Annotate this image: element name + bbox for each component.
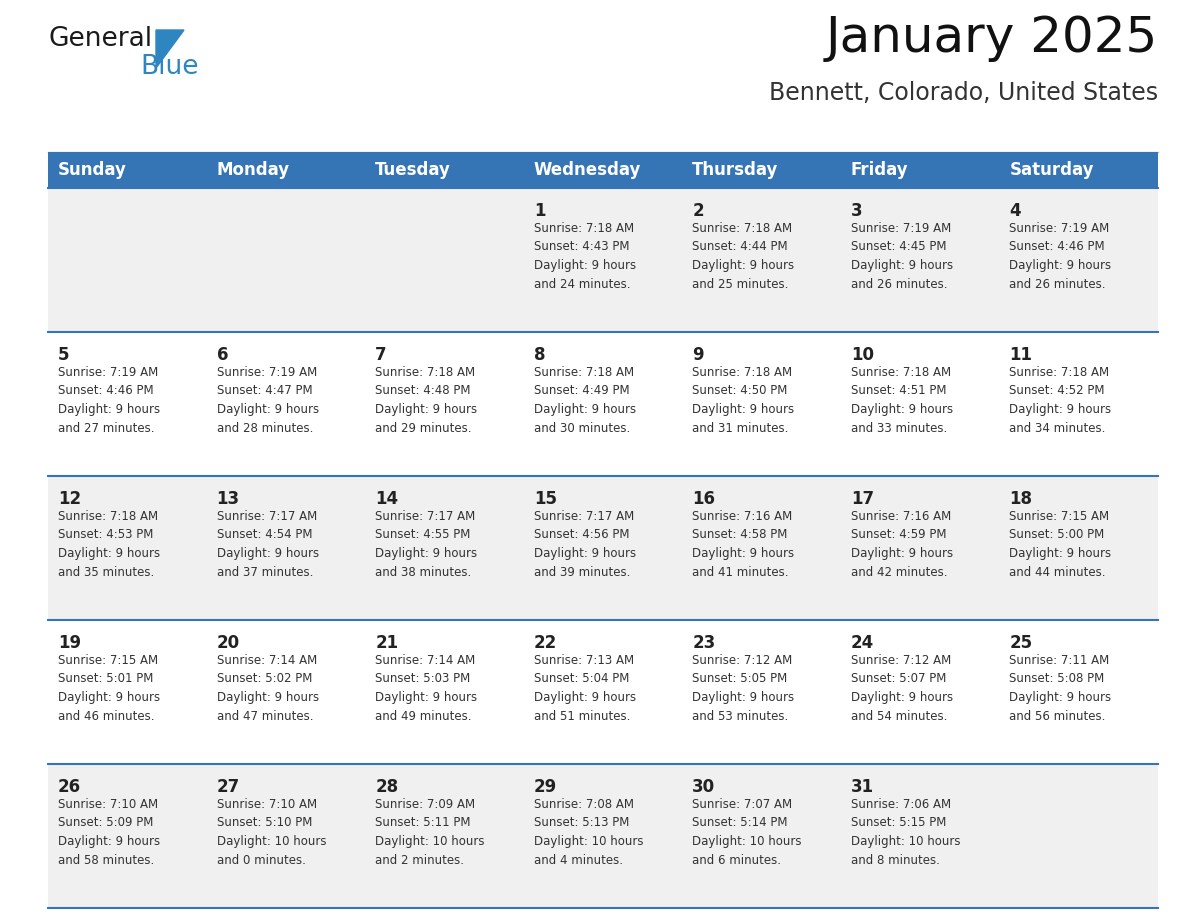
Text: Saturday: Saturday [1010, 161, 1094, 179]
Text: Sunrise: 7:15 AM
Sunset: 5:00 PM
Daylight: 9 hours
and 44 minutes.: Sunrise: 7:15 AM Sunset: 5:00 PM Dayligh… [1010, 510, 1112, 578]
Bar [48, 152, 1158, 188]
Text: 24: 24 [851, 634, 874, 652]
Text: 25: 25 [1010, 634, 1032, 652]
Text: Thursday: Thursday [693, 161, 778, 179]
Text: 29: 29 [533, 778, 557, 796]
Text: Sunrise: 7:19 AM
Sunset: 4:46 PM
Daylight: 9 hours
and 27 minutes.: Sunrise: 7:19 AM Sunset: 4:46 PM Dayligh… [58, 366, 160, 434]
Bar [48, 188, 1158, 332]
Text: 9: 9 [693, 346, 704, 364]
Text: 15: 15 [533, 490, 557, 508]
Text: 1: 1 [533, 202, 545, 220]
Text: Sunrise: 7:17 AM
Sunset: 4:56 PM
Daylight: 9 hours
and 39 minutes.: Sunrise: 7:17 AM Sunset: 4:56 PM Dayligh… [533, 510, 636, 578]
Text: 27: 27 [216, 778, 240, 796]
Text: Sunrise: 7:17 AM
Sunset: 4:55 PM
Daylight: 9 hours
and 38 minutes.: Sunrise: 7:17 AM Sunset: 4:55 PM Dayligh… [375, 510, 478, 578]
Text: Sunrise: 7:10 AM
Sunset: 5:10 PM
Daylight: 10 hours
and 0 minutes.: Sunrise: 7:10 AM Sunset: 5:10 PM Dayligh… [216, 798, 326, 867]
Bar [48, 764, 1158, 908]
Text: Sunrise: 7:11 AM
Sunset: 5:08 PM
Daylight: 9 hours
and 56 minutes.: Sunrise: 7:11 AM Sunset: 5:08 PM Dayligh… [1010, 654, 1112, 722]
Text: Sunrise: 7:09 AM
Sunset: 5:11 PM
Daylight: 10 hours
and 2 minutes.: Sunrise: 7:09 AM Sunset: 5:11 PM Dayligh… [375, 798, 485, 867]
Text: Bennett, Colorado, United States: Bennett, Colorado, United States [769, 81, 1158, 105]
Text: 2: 2 [693, 202, 704, 220]
Text: 17: 17 [851, 490, 874, 508]
Text: 4: 4 [1010, 202, 1020, 220]
Text: Sunrise: 7:19 AM
Sunset: 4:47 PM
Daylight: 9 hours
and 28 minutes.: Sunrise: 7:19 AM Sunset: 4:47 PM Dayligh… [216, 366, 318, 434]
Text: Sunrise: 7:16 AM
Sunset: 4:58 PM
Daylight: 9 hours
and 41 minutes.: Sunrise: 7:16 AM Sunset: 4:58 PM Dayligh… [693, 510, 795, 578]
Text: 14: 14 [375, 490, 398, 508]
Text: 8: 8 [533, 346, 545, 364]
Polygon shape [156, 30, 184, 68]
Bar [48, 476, 1158, 620]
Text: Sunrise: 7:13 AM
Sunset: 5:04 PM
Daylight: 9 hours
and 51 minutes.: Sunrise: 7:13 AM Sunset: 5:04 PM Dayligh… [533, 654, 636, 722]
Text: 10: 10 [851, 346, 874, 364]
Bar [48, 620, 1158, 764]
Text: 6: 6 [216, 346, 228, 364]
Text: 11: 11 [1010, 346, 1032, 364]
Text: Sunrise: 7:18 AM
Sunset: 4:44 PM
Daylight: 9 hours
and 25 minutes.: Sunrise: 7:18 AM Sunset: 4:44 PM Dayligh… [693, 222, 795, 290]
Text: 30: 30 [693, 778, 715, 796]
Text: Sunrise: 7:18 AM
Sunset: 4:51 PM
Daylight: 9 hours
and 33 minutes.: Sunrise: 7:18 AM Sunset: 4:51 PM Dayligh… [851, 366, 953, 434]
Text: Sunrise: 7:18 AM
Sunset: 4:50 PM
Daylight: 9 hours
and 31 minutes.: Sunrise: 7:18 AM Sunset: 4:50 PM Dayligh… [693, 366, 795, 434]
Text: 23: 23 [693, 634, 715, 652]
Text: Sunrise: 7:07 AM
Sunset: 5:14 PM
Daylight: 10 hours
and 6 minutes.: Sunrise: 7:07 AM Sunset: 5:14 PM Dayligh… [693, 798, 802, 867]
Text: 5: 5 [58, 346, 70, 364]
Text: 20: 20 [216, 634, 240, 652]
Text: 21: 21 [375, 634, 398, 652]
Text: 22: 22 [533, 634, 557, 652]
Text: 7: 7 [375, 346, 387, 364]
Text: Sunrise: 7:10 AM
Sunset: 5:09 PM
Daylight: 9 hours
and 58 minutes.: Sunrise: 7:10 AM Sunset: 5:09 PM Dayligh… [58, 798, 160, 867]
Text: 12: 12 [58, 490, 81, 508]
Text: Sunrise: 7:12 AM
Sunset: 5:07 PM
Daylight: 9 hours
and 54 minutes.: Sunrise: 7:12 AM Sunset: 5:07 PM Dayligh… [851, 654, 953, 722]
Text: 13: 13 [216, 490, 240, 508]
Text: Sunrise: 7:15 AM
Sunset: 5:01 PM
Daylight: 9 hours
and 46 minutes.: Sunrise: 7:15 AM Sunset: 5:01 PM Dayligh… [58, 654, 160, 722]
Text: Sunrise: 7:19 AM
Sunset: 4:45 PM
Daylight: 9 hours
and 26 minutes.: Sunrise: 7:19 AM Sunset: 4:45 PM Dayligh… [851, 222, 953, 290]
Bar [48, 332, 1158, 476]
Text: Sunrise: 7:14 AM
Sunset: 5:02 PM
Daylight: 9 hours
and 47 minutes.: Sunrise: 7:14 AM Sunset: 5:02 PM Dayligh… [216, 654, 318, 722]
Text: 16: 16 [693, 490, 715, 508]
Text: 18: 18 [1010, 490, 1032, 508]
Text: Sunrise: 7:18 AM
Sunset: 4:49 PM
Daylight: 9 hours
and 30 minutes.: Sunrise: 7:18 AM Sunset: 4:49 PM Dayligh… [533, 366, 636, 434]
Text: January 2025: January 2025 [826, 14, 1158, 62]
Text: Wednesday: Wednesday [533, 161, 642, 179]
Text: Friday: Friday [851, 161, 909, 179]
Text: Sunrise: 7:16 AM
Sunset: 4:59 PM
Daylight: 9 hours
and 42 minutes.: Sunrise: 7:16 AM Sunset: 4:59 PM Dayligh… [851, 510, 953, 578]
Text: Tuesday: Tuesday [375, 161, 451, 179]
Text: 28: 28 [375, 778, 398, 796]
Text: Sunrise: 7:18 AM
Sunset: 4:43 PM
Daylight: 9 hours
and 24 minutes.: Sunrise: 7:18 AM Sunset: 4:43 PM Dayligh… [533, 222, 636, 290]
Text: Sunrise: 7:17 AM
Sunset: 4:54 PM
Daylight: 9 hours
and 37 minutes.: Sunrise: 7:17 AM Sunset: 4:54 PM Dayligh… [216, 510, 318, 578]
Text: Sunday: Sunday [58, 161, 127, 179]
Text: Sunrise: 7:12 AM
Sunset: 5:05 PM
Daylight: 9 hours
and 53 minutes.: Sunrise: 7:12 AM Sunset: 5:05 PM Dayligh… [693, 654, 795, 722]
Text: Sunrise: 7:18 AM
Sunset: 4:48 PM
Daylight: 9 hours
and 29 minutes.: Sunrise: 7:18 AM Sunset: 4:48 PM Dayligh… [375, 366, 478, 434]
Text: Sunrise: 7:06 AM
Sunset: 5:15 PM
Daylight: 10 hours
and 8 minutes.: Sunrise: 7:06 AM Sunset: 5:15 PM Dayligh… [851, 798, 960, 867]
Text: Sunrise: 7:08 AM
Sunset: 5:13 PM
Daylight: 10 hours
and 4 minutes.: Sunrise: 7:08 AM Sunset: 5:13 PM Dayligh… [533, 798, 643, 867]
Text: Monday: Monday [216, 161, 290, 179]
Text: Sunrise: 7:18 AM
Sunset: 4:53 PM
Daylight: 9 hours
and 35 minutes.: Sunrise: 7:18 AM Sunset: 4:53 PM Dayligh… [58, 510, 160, 578]
Text: Sunrise: 7:18 AM
Sunset: 4:52 PM
Daylight: 9 hours
and 34 minutes.: Sunrise: 7:18 AM Sunset: 4:52 PM Dayligh… [1010, 366, 1112, 434]
Text: 26: 26 [58, 778, 81, 796]
Text: 19: 19 [58, 634, 81, 652]
Text: Blue: Blue [140, 54, 198, 80]
Text: Sunrise: 7:19 AM
Sunset: 4:46 PM
Daylight: 9 hours
and 26 minutes.: Sunrise: 7:19 AM Sunset: 4:46 PM Dayligh… [1010, 222, 1112, 290]
Text: 31: 31 [851, 778, 874, 796]
Text: 3: 3 [851, 202, 862, 220]
Text: General: General [48, 26, 152, 52]
Text: Sunrise: 7:14 AM
Sunset: 5:03 PM
Daylight: 9 hours
and 49 minutes.: Sunrise: 7:14 AM Sunset: 5:03 PM Dayligh… [375, 654, 478, 722]
